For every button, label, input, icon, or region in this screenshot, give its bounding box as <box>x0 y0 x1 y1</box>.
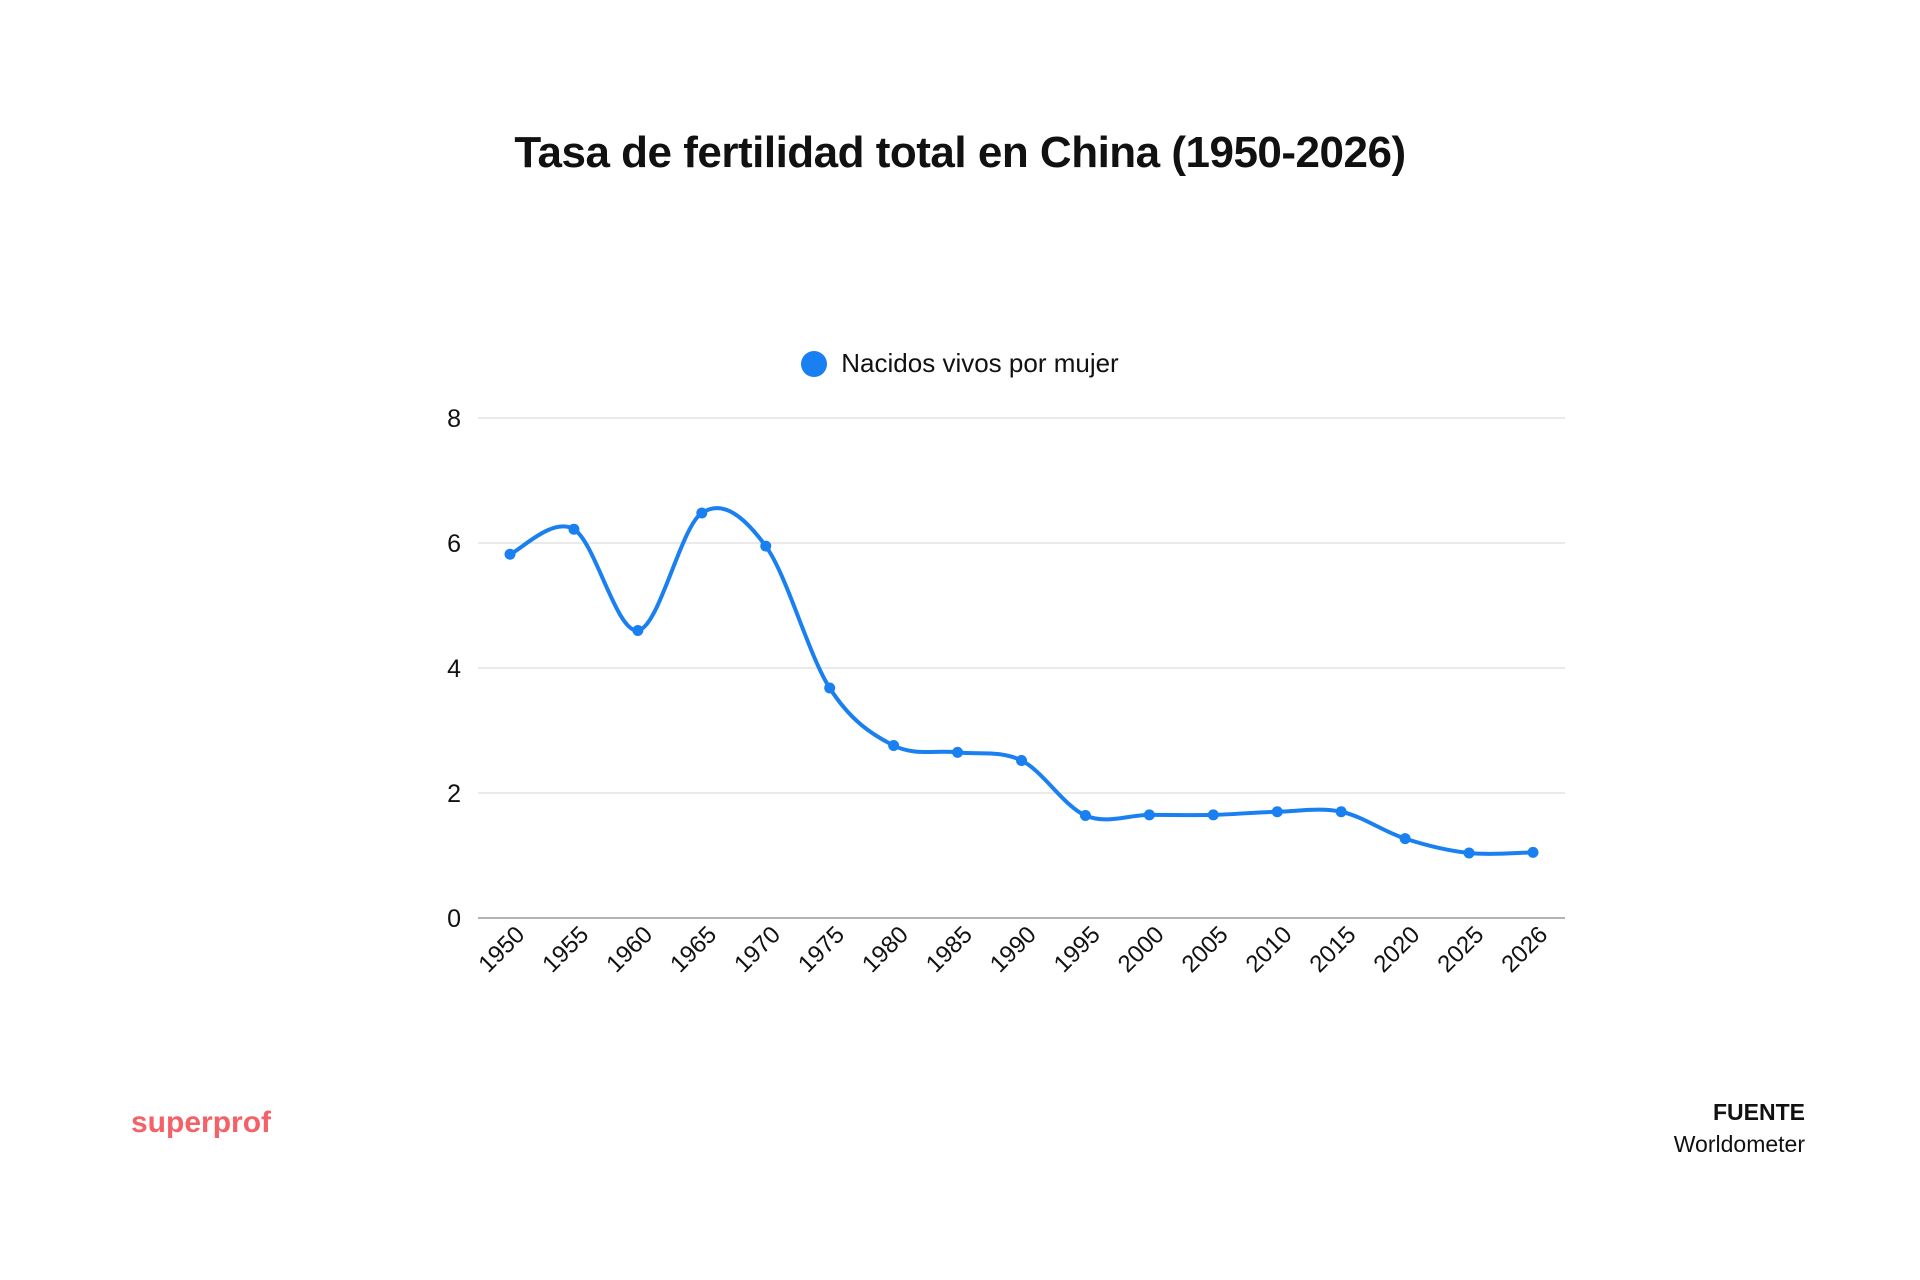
y-tick-label: 6 <box>447 530 461 558</box>
data-point <box>1143 809 1155 821</box>
x-tick-label: 1985 <box>921 921 978 978</box>
data-point <box>760 540 772 552</box>
data-point <box>1335 806 1347 818</box>
x-tick-label: 1950 <box>473 921 530 978</box>
source-label: FUENTE <box>1713 1099 1805 1125</box>
y-tick-label: 0 <box>447 905 461 933</box>
data-point <box>1527 846 1539 858</box>
x-tick-label: 2000 <box>1113 921 1170 978</box>
grid-lines <box>478 417 1565 919</box>
source-value: Worldometer <box>1673 1131 1805 1157</box>
x-tick-label: 1995 <box>1049 921 1106 978</box>
legend-series-swatch <box>801 350 828 377</box>
legend-series-label: Nacidos vivos por mujer <box>841 348 1119 378</box>
x-tick-label: 2015 <box>1305 921 1362 978</box>
data-point <box>888 740 900 751</box>
data-point <box>1016 755 1027 766</box>
x-tick-label: 2005 <box>1177 921 1234 978</box>
data-point <box>1271 806 1283 818</box>
x-axis-ticks: 1950 1955 1960 1965 1970 1975 1980 1985 1990 1995… <box>473 921 1553 978</box>
data-point <box>504 548 516 560</box>
data-point <box>632 625 644 636</box>
x-tick-label: 1990 <box>985 921 1042 978</box>
x-tick-label: 2020 <box>1369 921 1426 978</box>
series-line <box>508 506 1535 856</box>
data-point <box>952 746 964 758</box>
data-point <box>1399 833 1411 845</box>
y-tick-label: 2 <box>447 780 461 808</box>
data-point <box>568 523 580 535</box>
brand-logo: superprof <box>131 1106 272 1139</box>
data-point <box>824 682 836 694</box>
x-tick-label: 2026 <box>1496 921 1553 978</box>
x-tick-label: 1975 <box>793 921 850 978</box>
series-layer <box>504 506 1539 859</box>
data-point <box>696 507 708 519</box>
x-tick-label: 2025 <box>1432 921 1489 978</box>
data-point <box>1207 809 1219 821</box>
x-tick-label: 1960 <box>601 921 658 978</box>
source-note: FUENTE Worldometer <box>1674 1096 1805 1160</box>
chart-legend: Nacidos vivos por mujer <box>0 348 1920 379</box>
x-tick-label: 1965 <box>665 921 722 978</box>
x-tick-label: 2010 <box>1241 921 1298 978</box>
data-point <box>1079 810 1091 821</box>
y-axis-ticks: 0 2 4 6 8 <box>447 405 461 933</box>
x-tick-label: 1970 <box>729 921 786 978</box>
x-tick-label: 1980 <box>857 921 914 978</box>
y-tick-label: 4 <box>447 655 461 683</box>
x-tick-label: 1955 <box>537 921 594 978</box>
y-tick-label: 8 <box>447 405 461 433</box>
data-point <box>1463 847 1475 859</box>
chart-title: Tasa de fertilidad total en China (1950-… <box>514 128 1406 177</box>
